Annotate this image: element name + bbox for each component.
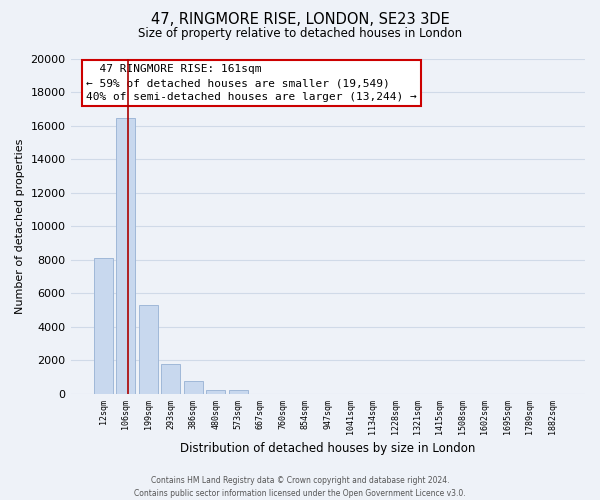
Text: Size of property relative to detached houses in London: Size of property relative to detached ho… [138,28,462,40]
Bar [139,305,158,394]
Text: 47 RINGMORE RISE: 161sqm  
← 59% of detached houses are smaller (19,549)
40% of : 47 RINGMORE RISE: 161sqm ← 59% of detach… [86,64,417,102]
Y-axis label: Number of detached properties: Number of detached properties [15,138,25,314]
Bar [206,390,225,394]
X-axis label: Distribution of detached houses by size in London: Distribution of detached houses by size … [180,442,475,455]
Bar [184,382,203,394]
Bar [94,258,113,394]
Bar [161,364,180,394]
Text: Contains HM Land Registry data © Crown copyright and database right 2024.
Contai: Contains HM Land Registry data © Crown c… [134,476,466,498]
Bar [229,390,248,394]
Text: 47, RINGMORE RISE, LONDON, SE23 3DE: 47, RINGMORE RISE, LONDON, SE23 3DE [151,12,449,28]
Bar [116,118,136,394]
